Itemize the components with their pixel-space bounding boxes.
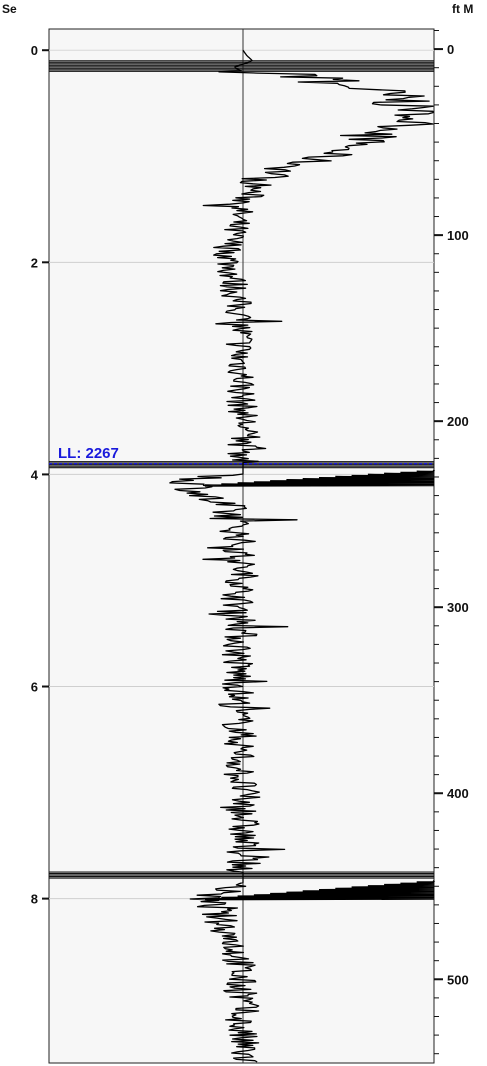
- marker-label: LL: 2267: [58, 445, 119, 462]
- trace-layer: [169, 49, 436, 1063]
- event-kick: [204, 469, 436, 487]
- plot-background: [48, 28, 435, 1064]
- left-axis: 0 2 4 6 8: [31, 43, 49, 907]
- series-0-trace: [169, 49, 434, 1063]
- right-tick-label: 0: [447, 42, 454, 57]
- left-tick-label: 4: [31, 467, 39, 482]
- right-axis-header: ft M: [452, 2, 473, 16]
- left-tick-label: 8: [31, 892, 38, 907]
- right-tick-label: 400: [447, 786, 469, 801]
- right-axis: 0 100 200 300 400 500: [434, 29, 469, 1055]
- right-tick-label: 100: [447, 228, 469, 243]
- left-tick-label: 2: [31, 255, 38, 270]
- left-tick-label: 0: [31, 43, 38, 58]
- left-tick-label: 6: [31, 680, 38, 695]
- event-kick: [204, 880, 436, 901]
- right-tick-label: 200: [447, 414, 469, 429]
- right-tick-label: 500: [447, 972, 469, 987]
- right-tick-label: 300: [447, 600, 469, 615]
- left-axis-header: Se: [2, 2, 17, 16]
- marker-layer: LL: 2267: [49, 445, 434, 465]
